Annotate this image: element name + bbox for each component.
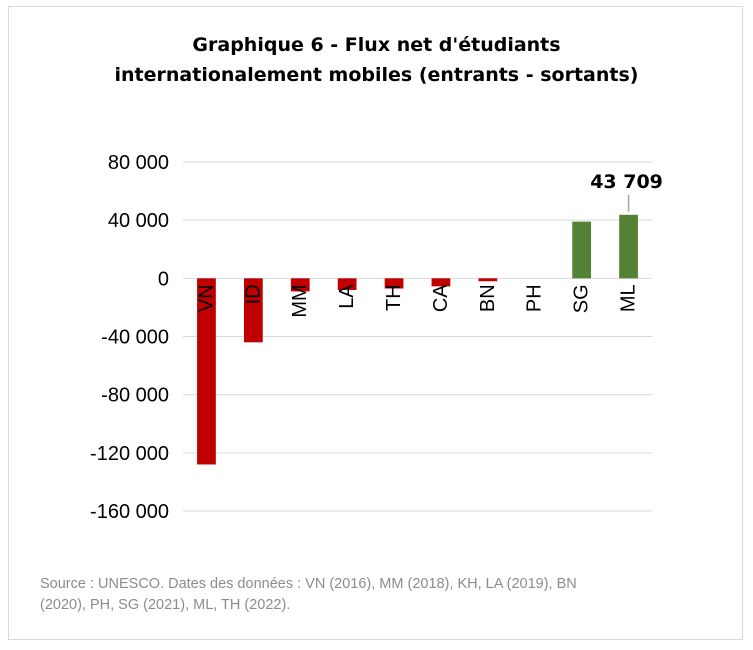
bar-bn: [478, 278, 498, 282]
x-category-label: MM: [289, 284, 311, 317]
data-label-annotation: 43 709: [590, 171, 663, 193]
y-tick-label: -160 000: [90, 501, 169, 523]
y-tick-label: -120 000: [90, 443, 169, 465]
y-tick-label: 40 000: [108, 210, 169, 232]
x-category-label: LA: [336, 284, 358, 309]
bar-th: [384, 278, 404, 289]
x-category-label: SG: [571, 284, 593, 313]
chart-frame: [8, 6, 743, 640]
chart-title: Graphique 6 - Flux net d'étudiants inter…: [0, 30, 753, 90]
x-category-label: VN: [195, 284, 217, 312]
chart-title-line-2: internationalement mobiles (entrants - s…: [114, 64, 639, 86]
y-tick-label: -80 000: [101, 385, 169, 407]
bar-la: [337, 278, 357, 290]
source-note: Source : UNESCO. Dates des données : VN …: [40, 574, 680, 616]
x-category-label: TH: [383, 284, 405, 311]
x-category-label: BN: [477, 284, 499, 312]
y-tick-label: -40 000: [101, 327, 169, 349]
bar-vn: [197, 278, 216, 465]
source-line-1: Source : UNESCO. Dates des données : VN …: [40, 576, 577, 592]
x-category-label: ML: [618, 284, 640, 312]
bar-mm: [290, 278, 310, 292]
chart-title-line-1: Graphique 6 - Flux net d'étudiants: [192, 34, 561, 56]
y-tick-label: 80 000: [108, 152, 169, 174]
bar-ca: [431, 278, 451, 287]
bar-id: [243, 278, 263, 343]
x-category-label: PH: [524, 284, 546, 312]
x-category-label: CA: [430, 284, 452, 312]
bar-ml: [619, 214, 638, 279]
x-category-label: ID: [242, 284, 264, 304]
y-tick-label: 0: [158, 268, 169, 290]
bar-sg: [572, 221, 592, 279]
source-line-2: (2020), PH, SG (2021), ML, TH (2022).: [40, 597, 291, 613]
